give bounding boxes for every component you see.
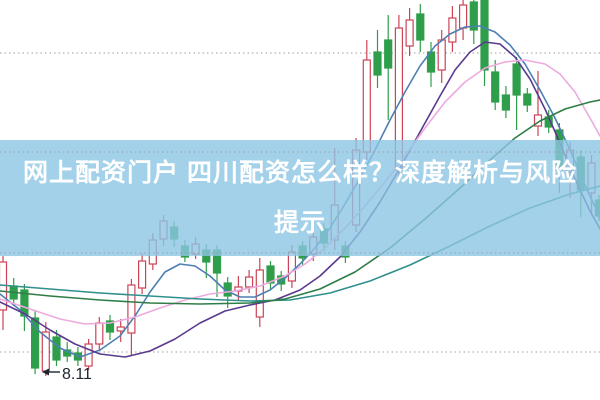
candle-body (459, 4, 468, 29)
candlestick-up (448, 6, 457, 52)
candlestick-up (459, 0, 468, 40)
headline-line-1: 网上配资门户 四川配资怎么样？深度解析与风险 (23, 159, 577, 187)
candle-body (105, 320, 115, 333)
candle-body (491, 71, 500, 103)
candle-body (512, 63, 521, 96)
candlestick-up (41, 322, 50, 376)
candle-body (469, 1, 478, 31)
candle-body (116, 326, 125, 332)
candlestick-down (266, 261, 275, 290)
candle-body (245, 276, 254, 288)
headline-line-2: 提示 (273, 209, 326, 237)
candlestick-up (245, 270, 254, 293)
candle-body (277, 275, 286, 285)
candle-body (362, 59, 371, 153)
candlestick-down (373, 30, 382, 88)
candlestick-up (116, 319, 125, 342)
candlestick-down (416, 4, 425, 52)
candlestick-down (384, 15, 393, 120)
candle-body (448, 17, 457, 43)
candle-body (501, 94, 510, 111)
candlestick-down (491, 60, 500, 110)
candle-body (523, 93, 532, 106)
candle-body (31, 317, 40, 369)
candle-body (138, 260, 147, 289)
candle-body (52, 336, 61, 361)
headline-banner: 网上配资门户 四川配资怎么样？深度解析与风险 提示 (0, 140, 600, 256)
candle-body (384, 39, 393, 69)
candle-body (266, 265, 275, 284)
candlestick-up (138, 253, 147, 294)
candlestick-up (95, 317, 104, 350)
candle-body (373, 51, 382, 76)
candle-body (437, 39, 446, 71)
candle-body (95, 322, 104, 345)
ma-slow-green (0, 99, 600, 305)
candlestick-down (501, 86, 510, 118)
candle-body (480, 0, 489, 71)
candlestick-down (512, 57, 521, 130)
candlestick-down (523, 88, 532, 112)
candlestick-up (405, 8, 414, 56)
candlestick-down (105, 315, 115, 340)
candlestick-up (255, 258, 264, 327)
candle-body (405, 19, 414, 47)
candlestick-up (0, 256, 8, 330)
candle-body (287, 251, 296, 282)
candle-body (416, 13, 425, 41)
candlestick-down (469, 0, 478, 44)
candle-body (127, 284, 136, 334)
